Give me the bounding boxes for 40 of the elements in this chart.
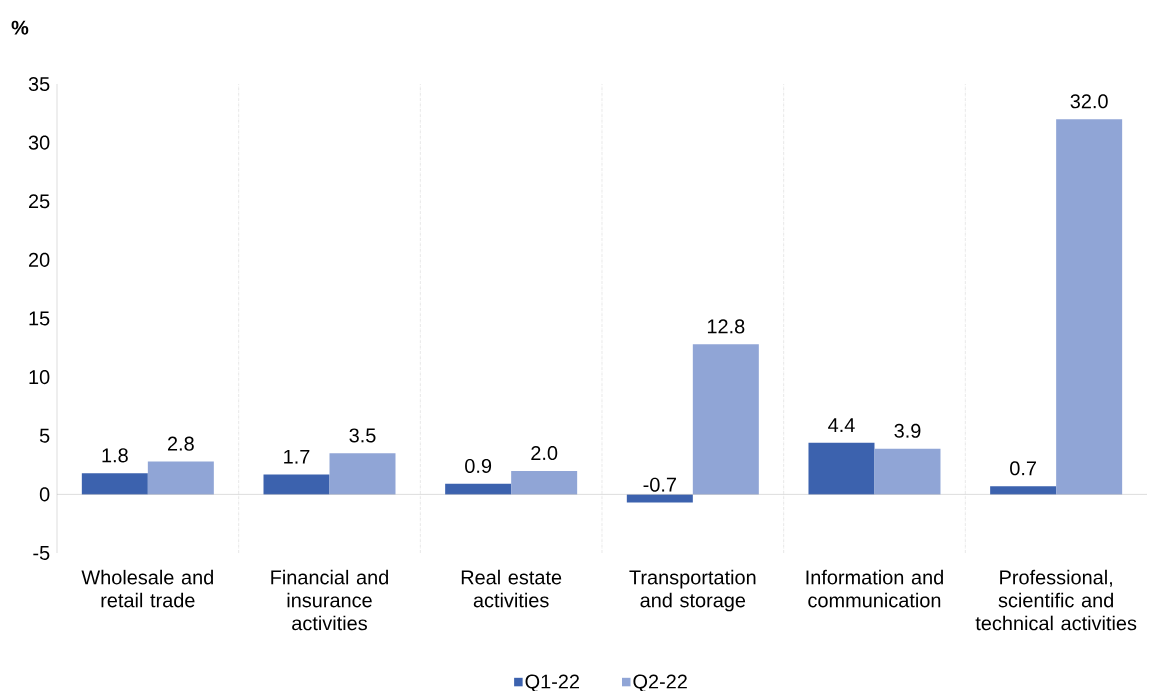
data-label: 4.4: [828, 418, 855, 432]
bar: [626, 494, 693, 503]
data-label: 3.5: [349, 428, 376, 443]
bar: [511, 470, 578, 495]
bar: [329, 453, 396, 495]
bar: [808, 442, 875, 495]
data-label: 1.8: [102, 448, 128, 463]
y-tick-label: 5: [39, 428, 50, 443]
y-tick-label: 15: [29, 311, 50, 326]
bar: [81, 473, 148, 495]
y-tick-label: 20: [29, 252, 50, 267]
data-label: -0.7: [643, 477, 676, 492]
y-tick-label: -5: [33, 546, 50, 560]
data-label: 1.7: [284, 449, 310, 464]
x-tick-label: Transportation and storage: [629, 569, 756, 612]
data-label: 12.8: [707, 319, 745, 334]
data-label: 0.7: [1010, 461, 1036, 476]
x-tick-label: Wholesale and retail trade: [81, 569, 213, 608]
x-tick-label: Financial and insurance activities: [271, 569, 388, 631]
bar: [692, 344, 759, 495]
y-tick-label: 30: [28, 135, 50, 150]
y-tick-label: 25: [29, 194, 50, 209]
data-label: 0.9: [465, 458, 492, 473]
y-tick-label: 10: [29, 370, 50, 385]
y-tick-label: 0: [39, 487, 50, 502]
bar: [874, 448, 941, 495]
bar: [990, 486, 1057, 495]
y-axis-title: %: [11, 20, 29, 35]
data-label: 2.0: [531, 445, 558, 461]
x-tick-label: Information and communication: [806, 569, 943, 608]
bar: [263, 474, 330, 495]
bar: [1056, 119, 1123, 495]
x-tick-label: Professional, scientific and technical activities: [975, 569, 1137, 631]
bar: [445, 483, 512, 495]
data-label: 2.8: [167, 436, 194, 451]
data-label: 3.9: [894, 423, 921, 438]
y-tick-label: 35: [28, 76, 50, 92]
x-tick-label: Real estate activities: [461, 569, 562, 608]
data-label: 32.0: [1070, 94, 1108, 109]
bar: [147, 461, 214, 495]
